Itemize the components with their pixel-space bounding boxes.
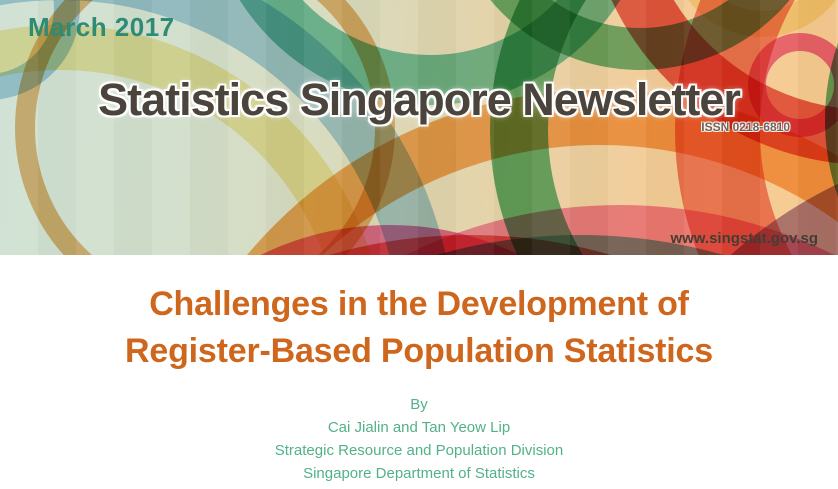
article-title: Challenges in the Development of Registe… — [20, 281, 818, 375]
byline-authors: Cai Jialin and Tan Yeow Lip — [327, 419, 511, 436]
byline-department: Singapore Department of Statistics — [303, 465, 535, 482]
byline-by: By — [410, 396, 428, 413]
article-title-line2: Register-Based Population Statistics — [125, 332, 713, 370]
article-title-line1: Challenges in the Development of — [149, 285, 689, 323]
byline-division: Strategic Resource and Population Divisi… — [274, 442, 564, 459]
byline: By Cai Jialin and Tan Yeow Lip Strategic… — [0, 393, 838, 485]
issue-date: March 2017 — [28, 12, 175, 42]
website-label: www.singstat.gov.sg — [670, 230, 818, 247]
newsletter-title: Statistics Singapore Newsletter — [98, 74, 741, 125]
issn-label: ISSN 0218-6810 — [701, 120, 790, 134]
article-header: Challenges in the Development of Registe… — [0, 281, 838, 485]
newsletter-banner: March 2017 Statistics Singapore Newslett… — [0, 0, 838, 255]
